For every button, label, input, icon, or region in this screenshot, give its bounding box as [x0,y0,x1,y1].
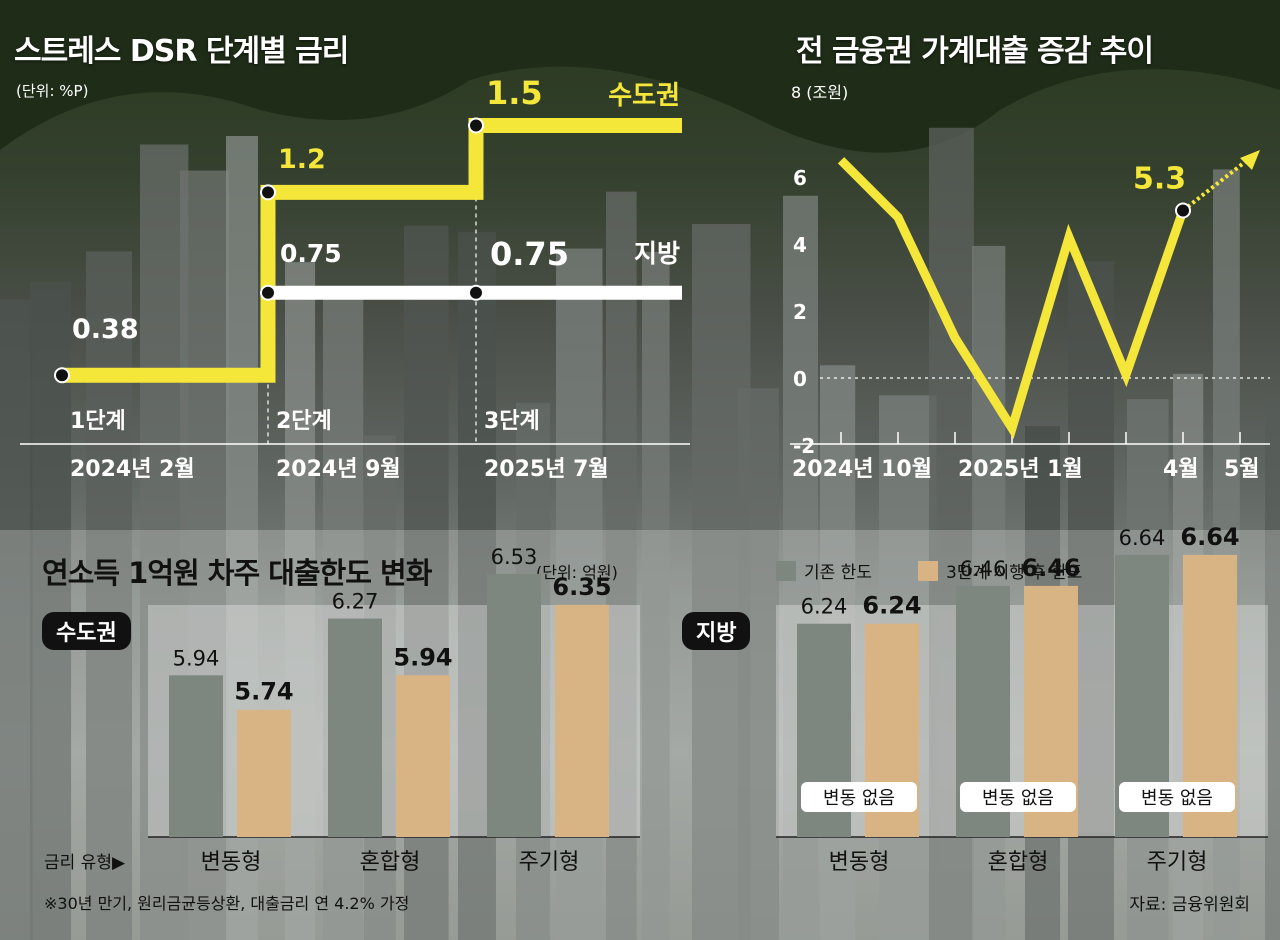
building-silhouette [1265,398,1280,940]
regional-point [260,284,276,301]
bar-category-label: 변동형 [200,850,262,875]
bar-after [555,604,609,837]
y-tick-label: 6 [793,166,807,190]
capital-area-series-label: 수도권 [608,81,680,111]
highlight-point [1175,202,1191,219]
building-silhouette [0,299,33,940]
regional-value-label: 0.75 [490,235,569,273]
bar-before-value-label: 6.46 [960,557,1007,581]
y-tick-label: 0 [793,367,807,391]
y-axis-unit: 8 (조원) [791,83,848,102]
bar-before-value-label: 6.24 [801,595,848,619]
bar-before-value-label: 6.53 [491,545,538,569]
legend-before-label: 기존 한도 [804,563,872,583]
footnote: ※30년 만기, 원리금균등상환, 대출금리 연 4.2% 가정 [44,894,410,913]
trend-x-label: 2025년 1월 [958,457,1083,482]
no-change-label: 변동 없음 [1141,788,1213,809]
no-change-badge [960,782,1076,812]
projection-arrowhead [1240,150,1260,170]
bar-after-value-label: 6.24 [862,592,921,620]
capital-area-value-label: 0.38 [72,314,139,345]
bar-after [396,675,450,837]
bar-before-value-label: 6.64 [1119,526,1166,550]
no-change-label: 변동 없음 [982,788,1054,809]
legend-after-swatch [918,560,938,581]
legend-after: 3단계 시행 후 한도 [918,558,1083,583]
loan-trend-title: 전 금융권 가계대출 증감 추이 [796,34,1154,69]
bar-after-value-label: 6.64 [1180,523,1239,551]
regional-tag: 지방 [682,612,751,650]
capital-area-point [260,184,276,201]
building-silhouette [642,251,670,940]
stage-date-label: 2025년 7월 [484,457,609,482]
bar-after [237,709,291,837]
legend-before: 기존 한도 [776,558,872,583]
projection-arrow-line [1181,156,1252,213]
capital-area-tag: 수도권 [42,612,131,650]
dsr-chart-title: 스트레스 DSR 단계별 금리 [14,34,349,69]
no-change-badge [801,782,917,812]
bar-category-label: 변동형 [828,850,890,875]
bar-after-value-label: 5.94 [393,643,452,671]
highlight-value-label: 5.3 [1133,162,1186,197]
bar-after-value-label: 6.35 [552,573,611,601]
bar-category-label: 혼합형 [987,850,1049,875]
building-silhouette [30,282,72,940]
bar-before [169,675,223,837]
stage-label: 2단계 [276,409,332,434]
capital-area-value-label: 1.5 [486,74,543,112]
y-tick-label: 2 [793,300,807,324]
legend-after-label: 3단계 시행 후 한도 [946,563,1083,583]
capital-area-step-line [62,118,682,383]
trend-x-label: 2024년 10월 [792,457,932,482]
stage-label: 3단계 [484,409,540,434]
loan-limit-title: 연소득 1억원 차주 대출한도 변화 [42,556,432,590]
bar-after-value-label: 5.74 [234,678,293,706]
trend-x-label: 4월 [1163,457,1199,482]
bar-before-value-label: 5.94 [173,646,220,670]
bar-before-value-label: 6.27 [332,590,379,614]
capital-area-point [54,367,70,384]
loan-trend-line [837,157,1188,440]
regional-series-label: 지방 [634,239,680,268]
dsr-chart-unit: (단위: %P) [16,82,89,100]
loan-limit-unit: (단위: 억원) [536,563,618,582]
trend-x-label: 5월 [1224,457,1260,482]
bar-after-value-label: 6.46 [1021,554,1080,582]
stage-date-label: 2024년 9월 [276,457,401,482]
bar-category-label: 혼합형 [359,850,421,875]
rate-type-label: 금리 유형▶ [44,853,126,873]
bar-category-label: 주기형 [1146,850,1208,875]
stage-date-label: 2024년 2월 [70,457,195,482]
building-silhouette [606,191,637,940]
bar-category-label: 주기형 [518,850,580,875]
regional-value-label: 0.75 [280,239,342,268]
regional-point [468,284,484,301]
bar-before [487,573,541,837]
y-tick-label: 4 [793,233,807,257]
no-change-badge [1119,782,1235,812]
legend-before-swatch [776,560,796,581]
no-change-label: 변동 없음 [823,788,895,809]
building-silhouette [738,388,779,940]
stage-label: 1단계 [70,409,126,434]
bar-before [328,618,382,837]
capital-area-point [468,117,484,134]
y-tick-label: -2 [793,434,815,458]
building-silhouette [86,251,133,940]
capital-area-value-label: 1.2 [278,144,326,175]
source-note: 자료: 금융위원회 [1129,895,1250,915]
